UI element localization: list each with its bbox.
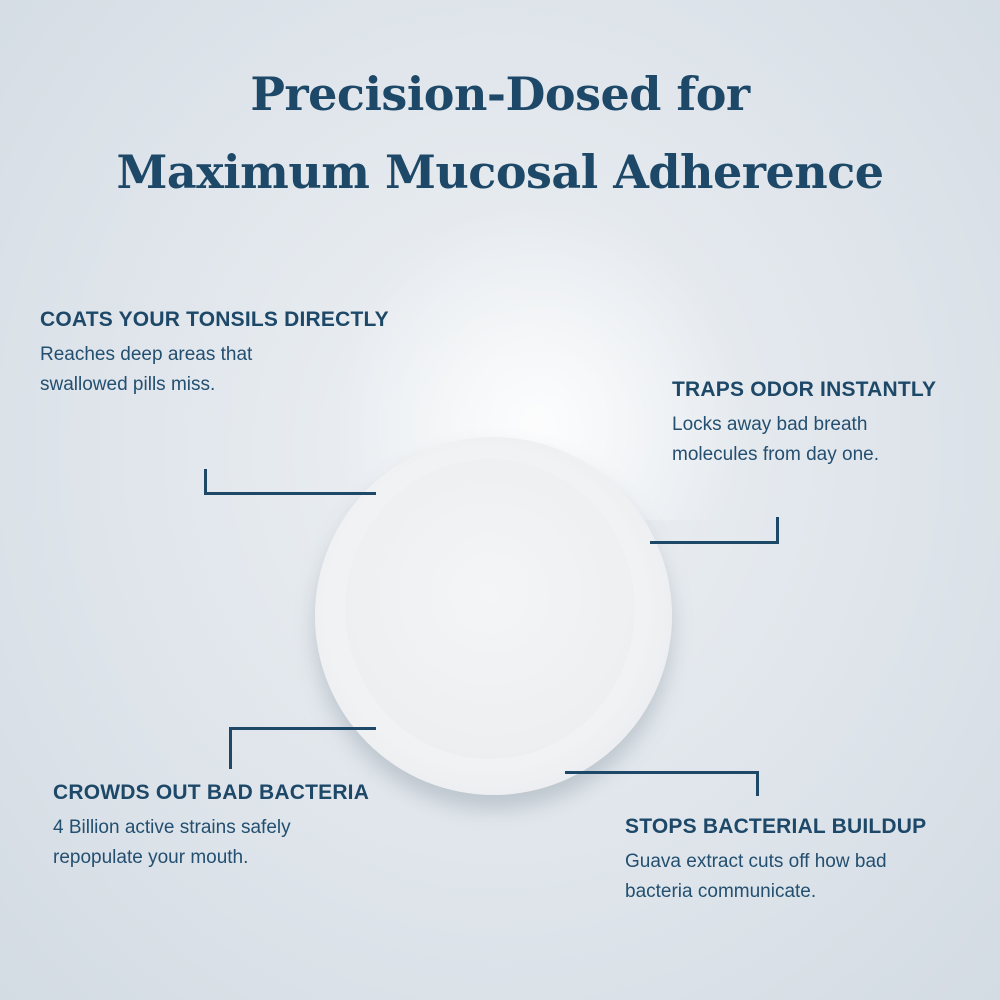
connector-line (204, 469, 207, 494)
callout-heading: CROWDS OUT BAD BACTERIA (53, 781, 370, 804)
connector-line (229, 727, 376, 730)
connector-line (204, 492, 376, 495)
connector-line (229, 727, 232, 769)
headline-line-1: Precision-Dosed for (250, 67, 750, 121)
callout-heading: COATS YOUR TONSILS DIRECTLY (40, 308, 389, 331)
callout-text: Reaches deep areas that swallowed pills … (40, 344, 253, 395)
callout-text: Locks away bad breath molecules from day… (672, 414, 879, 465)
connector-line (776, 517, 779, 544)
callout-tonsils: COATS YOUR TONSILS DIRECTLY Reaches deep… (40, 308, 389, 400)
tablet-face (345, 459, 635, 759)
headline-line-2: Maximum Mucosal Adherence (116, 145, 884, 199)
callout-heading: TRAPS ODOR INSTANTLY (672, 378, 937, 401)
callout-text: Guava extract cuts off how bad bacteria … (625, 851, 887, 902)
tablet-image (315, 437, 672, 795)
headline: Precision-Dosed for Maximum Mucosal Adhe… (0, 55, 1000, 211)
connector-line (650, 541, 779, 544)
connector-line (756, 771, 759, 796)
callout-bacteria: CROWDS OUT BAD BACTERIA 4 Billion active… (53, 781, 369, 873)
connector-line (565, 771, 759, 774)
callout-buildup: STOPS BACTERIAL BUILDUP Guava extract cu… (625, 815, 955, 907)
callout-text: 4 Billion active strains safely repopula… (53, 817, 291, 868)
callout-odor: TRAPS ODOR INSTANTLY Locks away bad brea… (672, 378, 936, 470)
callout-heading: STOPS BACTERIAL BUILDUP (625, 815, 927, 838)
